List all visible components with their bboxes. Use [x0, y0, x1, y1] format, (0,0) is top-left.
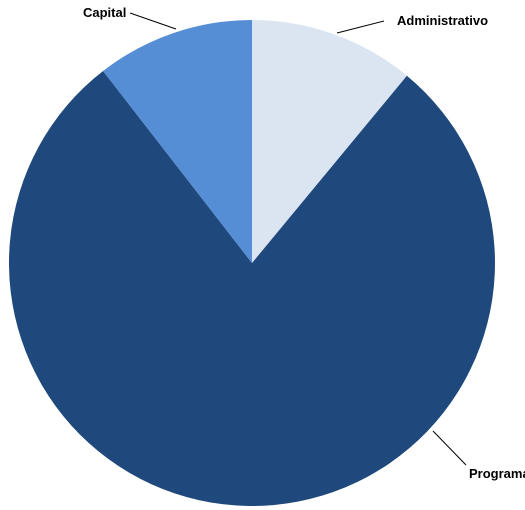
pie-slice-programa	[8, 70, 495, 507]
leader-line-administrativo	[336, 20, 385, 34]
leader-line-programa	[432, 430, 467, 466]
pie-slices	[8, 20, 495, 507]
pie-slice-administrativo	[252, 20, 407, 263]
slice-label-administrativo: Administrativo	[397, 13, 488, 28]
slice-label-programa: Programa	[469, 466, 525, 481]
pie-slice-capital	[103, 20, 252, 263]
slice-label-capital: Capital	[83, 5, 126, 20]
leader-line-capital	[129, 12, 177, 30]
